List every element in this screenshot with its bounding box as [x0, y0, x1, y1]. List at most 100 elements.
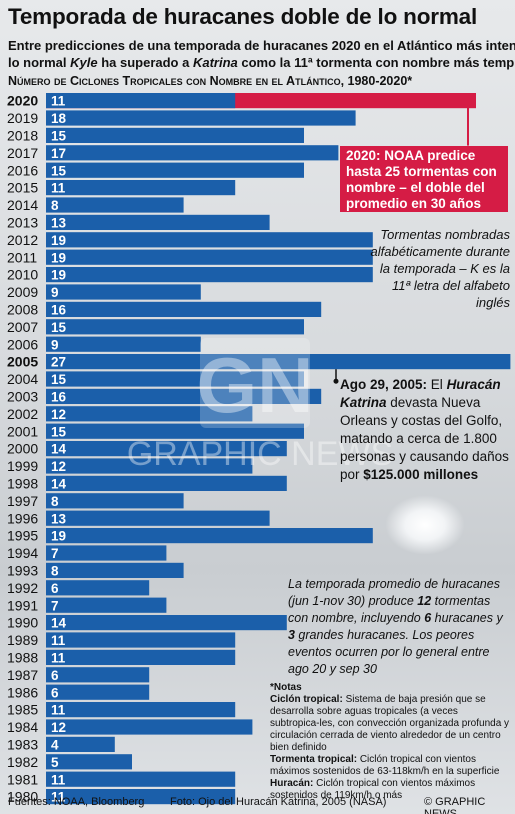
bar-2018 — [46, 127, 304, 143]
katrina-text: devasta Nueva Orleans y costas del Golfo… — [340, 395, 509, 482]
chart-title: Número de Ciclones Tropicales con Nombre… — [8, 74, 413, 88]
year-label-1986: 1986 — [7, 684, 38, 700]
year-label-2009: 2009 — [7, 284, 38, 300]
bar-1980 — [46, 789, 236, 805]
year-label-2007: 2007 — [7, 319, 38, 335]
year-label-1981: 1981 — [7, 771, 38, 787]
bar-1992 — [46, 580, 150, 596]
value-label-1999: 12 — [51, 459, 66, 474]
bar-1996 — [46, 510, 270, 526]
year-label-2011: 2011 — [7, 249, 37, 265]
avg-text: tormentas con nombre, incluyendo — [288, 594, 491, 625]
year-label-1998: 1998 — [7, 476, 38, 492]
bar-2002 — [46, 406, 253, 422]
note-def: Ciclón tropical con vientos máximos sost… — [270, 778, 476, 801]
bar-2011 — [46, 249, 373, 265]
value-label-2002: 12 — [51, 407, 66, 422]
bar-1998 — [46, 475, 287, 491]
subtitle-kyle: Kyle — [70, 55, 98, 70]
katrina-callout: Ago 29, 2005: El Huracán Katrina devasta… — [340, 376, 512, 484]
year-label-1994: 1994 — [7, 545, 38, 561]
katrina-name: Huracán Katrina — [340, 377, 501, 410]
footer-sources: Fuentes: NOAA, Bloomberg — [8, 796, 145, 808]
value-label-2014: 8 — [51, 198, 59, 213]
bar-1987 — [46, 667, 150, 683]
bar-1994 — [46, 545, 167, 561]
bar-2000 — [46, 441, 287, 457]
year-label-2002: 2002 — [7, 406, 38, 422]
note-term: Ciclón tropical: — [270, 694, 343, 705]
year-label-2008: 2008 — [7, 302, 38, 318]
value-label-1998: 14 — [51, 477, 67, 492]
year-label-2010: 2010 — [7, 267, 38, 283]
bar-2013 — [46, 214, 270, 230]
value-label-2007: 15 — [51, 320, 67, 335]
note-term: Huracán: — [270, 778, 314, 789]
year-label-2014: 2014 — [7, 197, 38, 213]
bar-1981 — [46, 771, 236, 787]
year-label-1984: 1984 — [7, 719, 38, 735]
katrina-damage: $125.000 millones — [363, 467, 479, 482]
note-hurricane: Huracán: Ciclón tropical con vientos máx… — [270, 778, 510, 802]
value-label-2009: 9 — [51, 285, 59, 300]
year-label-1993: 1993 — [7, 563, 38, 579]
notes: *Notas Ciclón tropical: Sistema de baja … — [270, 682, 510, 802]
year-label-2006: 2006 — [7, 336, 38, 352]
bar-2009 — [46, 284, 201, 300]
katrina-text: El — [427, 377, 447, 392]
note-tropical-cyclone: Ciclón tropical: Sistema de baja presión… — [270, 694, 510, 754]
value-label-1988: 11 — [51, 651, 66, 666]
bar-1988 — [46, 649, 236, 665]
year-label-1990: 1990 — [7, 615, 38, 631]
avg-text: grandes huracanes. Los peores eventos oc… — [288, 628, 490, 676]
bar-2016 — [46, 162, 304, 178]
value-label-1997: 8 — [51, 494, 59, 509]
year-label-1992: 1992 — [7, 580, 38, 596]
value-label-2005: 27 — [51, 355, 66, 370]
value-label-2019: 18 — [51, 111, 67, 126]
year-label-2019: 2019 — [7, 110, 38, 126]
year-label-1999: 1999 — [7, 458, 38, 474]
year-label-2017: 2017 — [7, 145, 38, 161]
bar-2012 — [46, 232, 373, 248]
value-label-1994: 7 — [51, 546, 59, 561]
value-label-1984: 12 — [51, 720, 66, 735]
avg-major: 3 — [288, 628, 295, 642]
value-label-1992: 6 — [51, 581, 59, 596]
year-label-2000: 2000 — [7, 441, 38, 457]
year-label-2005: 2005 — [7, 354, 38, 370]
alphabet-callout: Tormentas nombradas alfabéticamente dura… — [370, 227, 510, 310]
year-label-1983: 1983 — [7, 737, 38, 753]
bar-1982 — [46, 754, 132, 770]
year-label-1985: 1985 — [7, 702, 38, 718]
year-label-1989: 1989 — [7, 632, 38, 648]
bar-2017 — [46, 145, 339, 161]
value-label-2018: 15 — [51, 129, 67, 144]
katrina-date: Ago 29, 2005: — [340, 377, 428, 392]
value-label-1983: 4 — [51, 738, 59, 753]
year-label-2001: 2001 — [7, 423, 38, 439]
year-label-1987: 1987 — [7, 667, 38, 683]
value-label-1980: 11 — [51, 790, 66, 805]
subtitle-katrina: Katrina — [192, 55, 238, 70]
avg-storms: 12 — [417, 594, 432, 608]
bar-2001 — [46, 423, 304, 439]
note-def: Sistema de baja presión que se desarroll… — [270, 694, 510, 753]
subtitle-line-2: lo normal Kyle ha superado a Katrina com… — [8, 55, 515, 70]
value-label-1995: 19 — [51, 529, 66, 544]
value-label-1985: 11 — [51, 703, 66, 718]
bar-2007 — [46, 319, 304, 335]
value-label-2006: 9 — [51, 337, 59, 352]
bar-1990 — [46, 615, 287, 631]
value-label-2013: 13 — [51, 216, 67, 231]
value-label-2003: 16 — [51, 390, 67, 405]
value-label-2016: 15 — [51, 163, 67, 178]
value-label-2011: 19 — [51, 250, 66, 265]
year-label-1996: 1996 — [7, 510, 38, 526]
value-label-1991: 7 — [51, 598, 59, 613]
value-label-2015: 11 — [51, 181, 66, 196]
year-label-2015: 2015 — [7, 180, 38, 196]
value-label-1982: 5 — [51, 755, 59, 770]
average-season-callout: La temporada promedio de huracanes (jun … — [288, 576, 510, 678]
